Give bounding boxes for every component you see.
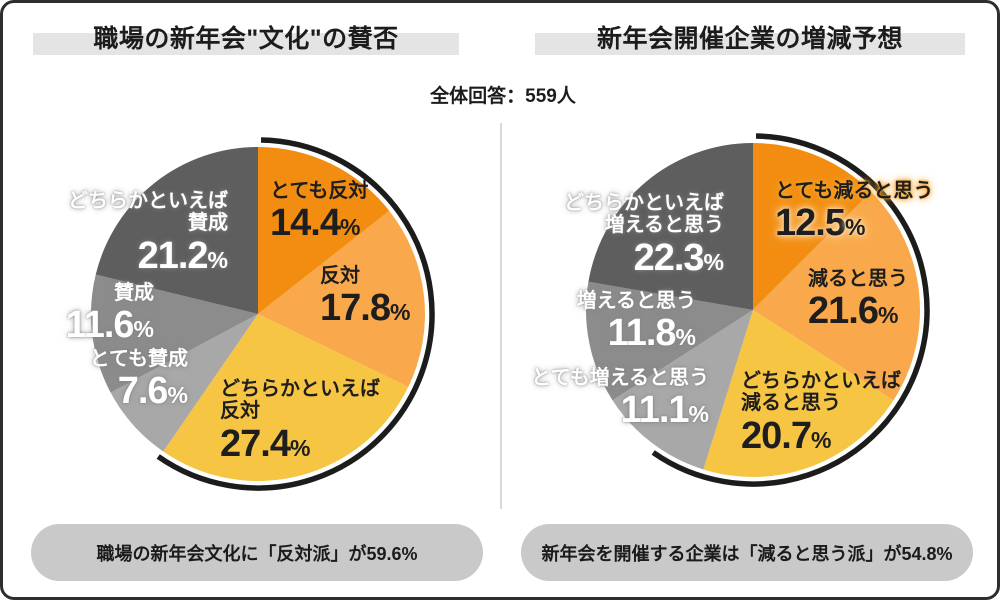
pie-sector-1-5 <box>588 143 753 310</box>
pie-sector-0-3 <box>110 314 258 452</box>
label-text: とても増えると思う <box>531 367 709 389</box>
left-title-highlight-bar <box>33 33 459 55</box>
label-strongly-decrease: とても減ると思う 12.5% <box>775 180 933 242</box>
label-value: 14.4% <box>270 202 361 245</box>
pie-sector-1-0 <box>753 143 872 310</box>
label-text: どちらかといえば <box>741 370 901 392</box>
label-strongly-oppose: とても反対 14.4% <box>270 180 368 242</box>
label-value: 12.5% <box>775 202 866 245</box>
label-text: 反対 <box>220 400 260 423</box>
pie-sector-0-2 <box>163 314 409 481</box>
decorative-arc <box>156 137 435 491</box>
label-value: 11.1% <box>620 389 709 432</box>
label-value: 22.3% <box>633 236 724 279</box>
pie-sector-1-4 <box>586 281 753 401</box>
label-text: 賛成 <box>114 282 154 304</box>
pie-sector-1-3 <box>612 310 753 470</box>
label-text: どちらかといえば <box>220 378 380 400</box>
label-text: 増えると思う <box>576 290 696 312</box>
label-value: 17.8% <box>320 287 411 330</box>
right-chart-title: 新年会開催企業の増減予想 <box>596 25 903 53</box>
label-oppose: 反対 17.8% <box>320 265 410 327</box>
label-text: どちらかといえば <box>564 192 724 214</box>
pie-sector-1-2 <box>703 310 894 478</box>
label-value: 27.4% <box>220 422 311 465</box>
label-agree: 賛成 11.6% <box>66 282 154 344</box>
label-value: 11.6% <box>65 304 154 347</box>
right-summary-pill: 新年会を開催する企業は「減ると思う派」が54.8% <box>521 524 973 581</box>
left-summary-pill: 職場の新年会文化に「反対派」が59.6% <box>31 524 483 581</box>
label-somewhat-increase: どちらかといえば 増えると思う 22.3% <box>564 192 724 277</box>
pie-sector-0-1 <box>258 210 425 387</box>
label-text: 増えると思う <box>604 214 724 237</box>
label-text: 賛成 <box>188 212 228 235</box>
label-text: 反対 <box>320 265 360 287</box>
label-decrease: 減ると思う 21.6% <box>808 268 908 330</box>
left-chart-title: 職場の新年会"文化"の賛否 <box>93 25 399 53</box>
label-text: 減ると思う <box>741 392 841 415</box>
pie-sector-0-4 <box>91 274 258 393</box>
label-value: 11.8% <box>607 312 696 355</box>
center-divider <box>500 123 502 509</box>
label-text: どちらかといえば <box>68 190 228 212</box>
label-value: 20.7% <box>741 414 832 457</box>
right-title-highlight-bar <box>535 33 965 55</box>
pie-chart-left <box>91 137 435 491</box>
label-value: 21.2% <box>137 234 228 277</box>
pie-chart-right <box>586 133 930 487</box>
label-text: とても反対 <box>270 180 369 202</box>
pie-sector-1-1 <box>753 191 921 401</box>
label-text: とても減ると思う <box>775 180 934 202</box>
label-strongly-agree: とても賛成 7.6% <box>90 348 188 410</box>
label-value: 21.6% <box>808 290 899 333</box>
label-somewhat-oppose: どちらかといえば 反対 27.4% <box>220 378 380 463</box>
pie-sector-0-0 <box>258 147 390 314</box>
label-increase: 増えると思う 11.8% <box>577 290 696 352</box>
label-value: 7.6% <box>117 370 188 413</box>
label-somewhat-agree: どちらかといえば 賛成 21.2% <box>68 190 228 275</box>
label-text: とても賛成 <box>89 348 188 370</box>
label-text: 減ると思う <box>808 268 908 290</box>
label-strongly-increase: とても増えると思う 11.1% <box>531 367 709 429</box>
decorative-arc <box>651 133 930 487</box>
label-somewhat-decrease: どちらかといえば 減ると思う 20.7% <box>741 370 901 455</box>
respondents-count: 全体回答：559人 <box>430 86 576 107</box>
pie-sector-0-5 <box>95 147 259 314</box>
